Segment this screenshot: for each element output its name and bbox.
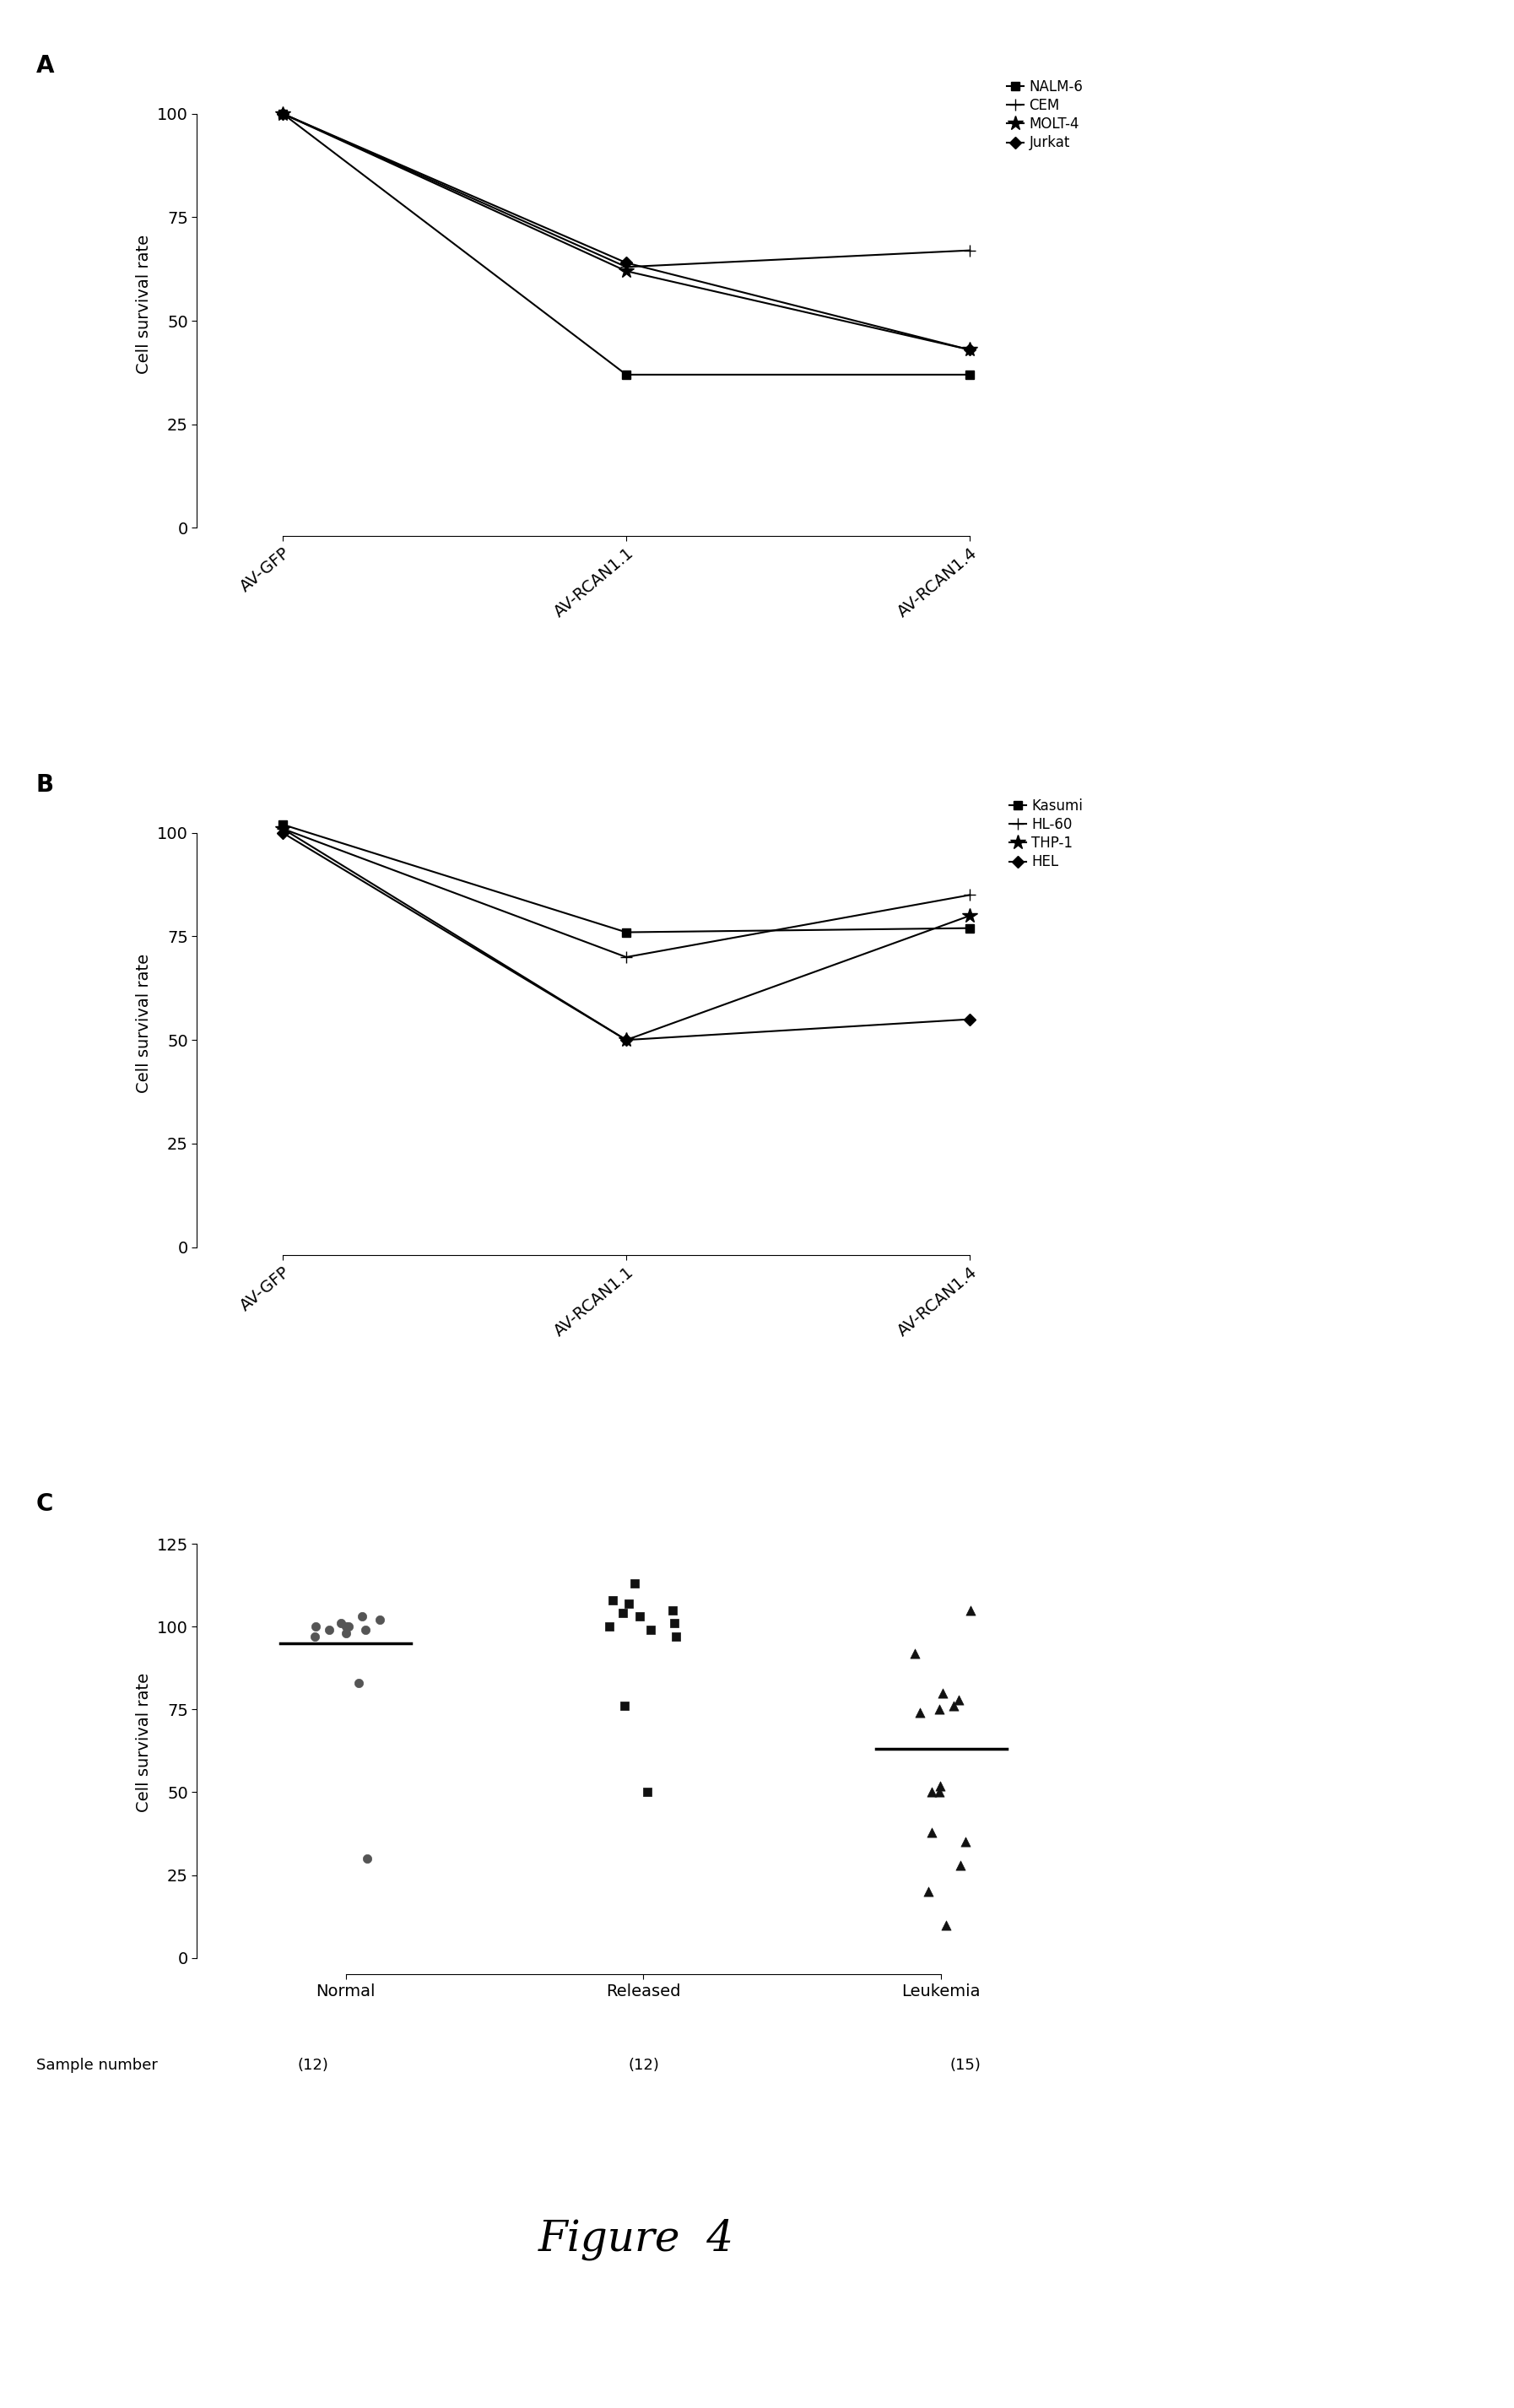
Point bbox=[329, 1604, 353, 1642]
Jurkat bbox=[618, 248, 636, 277]
Line: Kasumi: Kasumi bbox=[279, 821, 974, 937]
Jurkat bbox=[961, 335, 980, 364]
Point bbox=[350, 1597, 374, 1635]
Text: A: A bbox=[36, 53, 55, 77]
HL-60 bbox=[618, 942, 636, 970]
Line: Jurkat: Jurkat bbox=[279, 108, 974, 354]
NALM-6 bbox=[618, 361, 636, 390]
Point bbox=[660, 1592, 684, 1630]
Point bbox=[612, 1688, 636, 1727]
HL-60 bbox=[274, 814, 292, 843]
Legend: Kasumi, HL-60, THP-1, HEL: Kasumi, HL-60, THP-1, HEL bbox=[1004, 792, 1089, 877]
Point bbox=[622, 1565, 646, 1604]
Line: HL-60: HL-60 bbox=[277, 824, 975, 963]
Line: HEL: HEL bbox=[279, 828, 974, 1045]
MOLT-4 bbox=[274, 99, 292, 128]
Point bbox=[610, 1594, 634, 1633]
NALM-6 bbox=[961, 361, 980, 390]
Point bbox=[303, 1618, 327, 1657]
Point bbox=[628, 1597, 653, 1635]
Point bbox=[662, 1604, 686, 1642]
Text: Figure  4: Figure 4 bbox=[537, 2218, 734, 2261]
CEM bbox=[274, 99, 292, 128]
THP-1 bbox=[274, 814, 292, 843]
Point bbox=[916, 1873, 940, 1912]
Point bbox=[958, 1592, 983, 1630]
Point bbox=[634, 1772, 659, 1811]
Point bbox=[354, 1611, 378, 1649]
Point bbox=[931, 1674, 955, 1712]
HEL bbox=[274, 819, 292, 848]
HEL bbox=[961, 1004, 980, 1033]
HL-60 bbox=[961, 881, 980, 910]
Point bbox=[333, 1613, 357, 1652]
Point bbox=[954, 1823, 978, 1861]
Point bbox=[902, 1633, 927, 1671]
Point bbox=[908, 1693, 933, 1731]
Text: (12): (12) bbox=[628, 2059, 659, 2073]
Kasumi bbox=[961, 913, 980, 942]
Text: B: B bbox=[36, 773, 55, 797]
Point bbox=[919, 1813, 943, 1852]
Y-axis label: Cell survival rate: Cell survival rate bbox=[136, 954, 153, 1093]
Point bbox=[347, 1664, 371, 1702]
Point bbox=[316, 1611, 341, 1649]
Point bbox=[616, 1584, 640, 1623]
MOLT-4 bbox=[618, 258, 636, 287]
Line: MOLT-4: MOLT-4 bbox=[276, 106, 978, 356]
Line: CEM: CEM bbox=[277, 108, 975, 272]
Y-axis label: Cell survival rate: Cell survival rate bbox=[136, 1674, 151, 1813]
Point bbox=[663, 1618, 687, 1657]
Point bbox=[336, 1606, 360, 1645]
CEM bbox=[961, 236, 980, 265]
Point bbox=[928, 1767, 952, 1806]
Point bbox=[639, 1611, 663, 1649]
Point bbox=[303, 1606, 327, 1645]
Kasumi bbox=[618, 917, 636, 946]
CEM bbox=[618, 253, 636, 282]
Text: (15): (15) bbox=[949, 2059, 981, 2073]
Point bbox=[921, 1772, 945, 1811]
Point bbox=[368, 1601, 392, 1640]
Point bbox=[934, 1905, 958, 1943]
Y-axis label: Cell survival rate: Cell survival rate bbox=[136, 234, 153, 373]
Point bbox=[601, 1580, 625, 1618]
THP-1 bbox=[961, 901, 980, 929]
Point bbox=[598, 1606, 622, 1645]
Point bbox=[948, 1847, 972, 1885]
NALM-6 bbox=[274, 99, 292, 128]
Line: THP-1: THP-1 bbox=[276, 821, 978, 1047]
Point bbox=[927, 1690, 951, 1729]
Point bbox=[333, 1606, 357, 1645]
Text: C: C bbox=[36, 1493, 53, 1515]
HEL bbox=[618, 1026, 636, 1055]
Point bbox=[946, 1681, 970, 1719]
Point bbox=[356, 1840, 380, 1878]
Text: Sample number: Sample number bbox=[36, 2059, 157, 2073]
Legend: NALM-6, CEM, MOLT-4, Jurkat: NALM-6, CEM, MOLT-4, Jurkat bbox=[1001, 75, 1089, 157]
Kasumi bbox=[274, 809, 292, 838]
MOLT-4 bbox=[961, 335, 980, 364]
Point bbox=[928, 1772, 952, 1811]
Point bbox=[942, 1688, 966, 1727]
Line: NALM-6: NALM-6 bbox=[279, 108, 974, 378]
Text: (12): (12) bbox=[297, 2059, 329, 2073]
THP-1 bbox=[618, 1026, 636, 1055]
Jurkat bbox=[274, 99, 292, 128]
